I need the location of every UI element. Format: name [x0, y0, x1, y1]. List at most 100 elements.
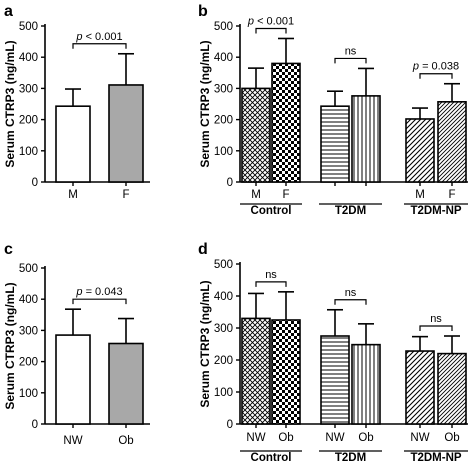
panel-letter-b: b	[198, 3, 208, 20]
significance-bracket	[72, 43, 127, 49]
panel-letter-c: c	[4, 241, 13, 258]
x-tick-label: F	[448, 189, 455, 201]
p-symbol: p	[247, 15, 254, 27]
bar	[437, 101, 467, 183]
y-tick-label: 0	[32, 177, 38, 189]
panel-letter-d: d	[198, 241, 208, 258]
x-tick-label: M	[415, 189, 425, 201]
y-tick-label: 500	[214, 21, 233, 33]
bar	[108, 342, 144, 425]
significance-label: p < 0.001	[247, 15, 294, 27]
y-tick-label: 200	[19, 357, 38, 369]
y-axis-label: Serum CTRP3 (ng/mL)	[3, 40, 17, 167]
significance-label: p = 0.043	[75, 286, 122, 298]
y-tick-label: 500	[19, 21, 38, 33]
y-tick-label: 300	[19, 325, 38, 337]
group-label: T2DM-NP	[410, 205, 461, 217]
y-tick-label: 200	[214, 355, 233, 367]
x-tick-label: NW	[63, 435, 82, 447]
group-label: T2DM	[335, 205, 366, 217]
x-tick-label: M	[251, 189, 261, 201]
bar	[241, 87, 271, 183]
bar	[271, 62, 301, 183]
x-tick-label: Ob	[278, 432, 293, 444]
significance-label: ns	[345, 287, 357, 299]
x-tick-label: Ob	[118, 435, 133, 447]
x-tick-label: Ob	[444, 432, 459, 444]
p-value: < 0.001	[83, 31, 123, 43]
y-tick-label: 100	[19, 146, 38, 158]
y-tick-label: 300	[214, 323, 233, 335]
x-tick-label: F	[122, 189, 129, 201]
bar	[351, 95, 381, 183]
x-tick-label: NW	[410, 432, 429, 444]
y-tick-label: 0	[227, 177, 233, 189]
x-tick-label: M	[68, 189, 78, 201]
y-tick-label: 200	[214, 115, 233, 127]
bar	[405, 118, 435, 183]
bar	[241, 317, 271, 425]
significance-bracket	[72, 298, 127, 305]
panel-letter-a: a	[4, 3, 13, 20]
p-symbol: p	[75, 286, 82, 298]
group-label: T2DM	[335, 452, 366, 464]
y-axis-label: Serum CTRP3 (ng/mL)	[198, 280, 212, 407]
group-label: Control	[251, 452, 292, 464]
bar	[55, 334, 91, 425]
p-symbol: p	[75, 31, 82, 43]
significance-bracket	[255, 27, 287, 34]
y-tick-label: 0	[227, 419, 233, 431]
p-value: ns	[265, 269, 277, 281]
y-tick-label: 400	[19, 294, 38, 306]
y-axis-label: Serum CTRP3 (ng/mL)	[3, 282, 17, 409]
bar	[271, 319, 301, 425]
y-tick-label: 0	[32, 419, 38, 431]
significance-bracket	[419, 325, 453, 331]
x-tick-label: NW	[325, 432, 344, 444]
significance-bracket	[334, 299, 367, 305]
y-axis-label: Serum CTRP3 (ng/mL)	[198, 40, 212, 167]
y-tick-label: 100	[19, 388, 38, 400]
group-label: Control	[251, 205, 292, 217]
bar	[320, 335, 350, 425]
y-tick-label: 300	[214, 83, 233, 95]
x-tick-label: F	[282, 189, 289, 201]
p-value: = 0.043	[83, 286, 123, 298]
y-tick-label: 400	[214, 52, 233, 64]
bar	[437, 352, 467, 425]
significance-label: ns	[430, 313, 442, 325]
y-tick-label: 500	[19, 263, 38, 275]
bar	[108, 84, 144, 183]
significance-bracket	[334, 57, 367, 64]
significance-label: p = 0.038	[412, 61, 459, 73]
y-tick-label: 400	[19, 52, 38, 64]
p-value: ns	[345, 45, 357, 57]
x-tick-label: NW	[246, 432, 265, 444]
significance-label: ns	[345, 45, 357, 57]
significance-bracket	[255, 281, 287, 287]
y-tick-label: 300	[19, 83, 38, 95]
y-tick-label: 100	[214, 387, 233, 399]
significance-label: p < 0.001	[75, 31, 122, 43]
y-tick-label: 200	[19, 115, 38, 127]
bar	[405, 350, 435, 425]
significance-label: ns	[265, 269, 277, 281]
p-symbol: p	[412, 61, 419, 73]
y-tick-label: 100	[214, 146, 233, 158]
y-tick-label: 500	[214, 259, 233, 271]
bar	[351, 343, 381, 425]
significance-bracket	[419, 73, 453, 79]
x-tick-label: Ob	[358, 432, 373, 444]
p-value: < 0.001	[254, 15, 294, 27]
p-value: = 0.038	[419, 61, 459, 73]
p-value: ns	[345, 287, 357, 299]
p-value: ns	[430, 313, 442, 325]
bar	[320, 105, 350, 183]
y-tick-label: 400	[214, 291, 233, 303]
bar	[55, 105, 91, 183]
